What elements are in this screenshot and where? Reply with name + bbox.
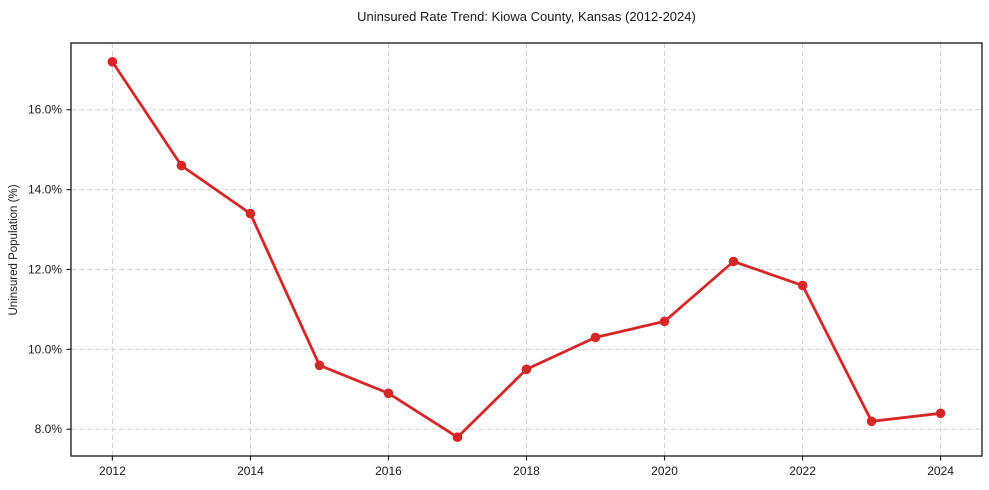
data-point-2018 [521, 364, 532, 375]
data-point-2021 [728, 256, 739, 267]
y-tick-label: 16.0% [28, 103, 62, 117]
y-tick-label: 12.0% [28, 262, 62, 276]
x-tick-label: 2020 [651, 464, 678, 478]
data-point-2023 [866, 416, 877, 427]
data-point-2020 [659, 316, 670, 327]
x-tick-label: 2018 [513, 464, 540, 478]
x-tick-label: 2022 [789, 464, 816, 478]
x-tick-label: 2014 [237, 464, 264, 478]
chart-title: Uninsured Rate Trend: Kiowa County, Kans… [357, 9, 696, 24]
plot-border [70, 42, 983, 457]
data-point-2016 [383, 388, 394, 399]
data-point-2017 [452, 432, 463, 443]
data-point-2012 [107, 57, 118, 67]
data-point-2013 [176, 160, 187, 171]
data-point-2024 [935, 408, 946, 419]
x-tick-label: 2012 [99, 464, 126, 478]
data-point-2015 [314, 360, 325, 371]
y-tick-label: 10.0% [28, 342, 62, 356]
data-point-2019 [590, 332, 601, 343]
y-tick-label: 14.0% [28, 183, 62, 197]
x-tick-label: 2016 [375, 464, 402, 478]
x-tick-label: 2024 [927, 464, 954, 478]
data-point-2022 [797, 280, 808, 291]
data-point-2014 [245, 208, 256, 219]
y-tick-label: 8.0% [35, 422, 63, 436]
